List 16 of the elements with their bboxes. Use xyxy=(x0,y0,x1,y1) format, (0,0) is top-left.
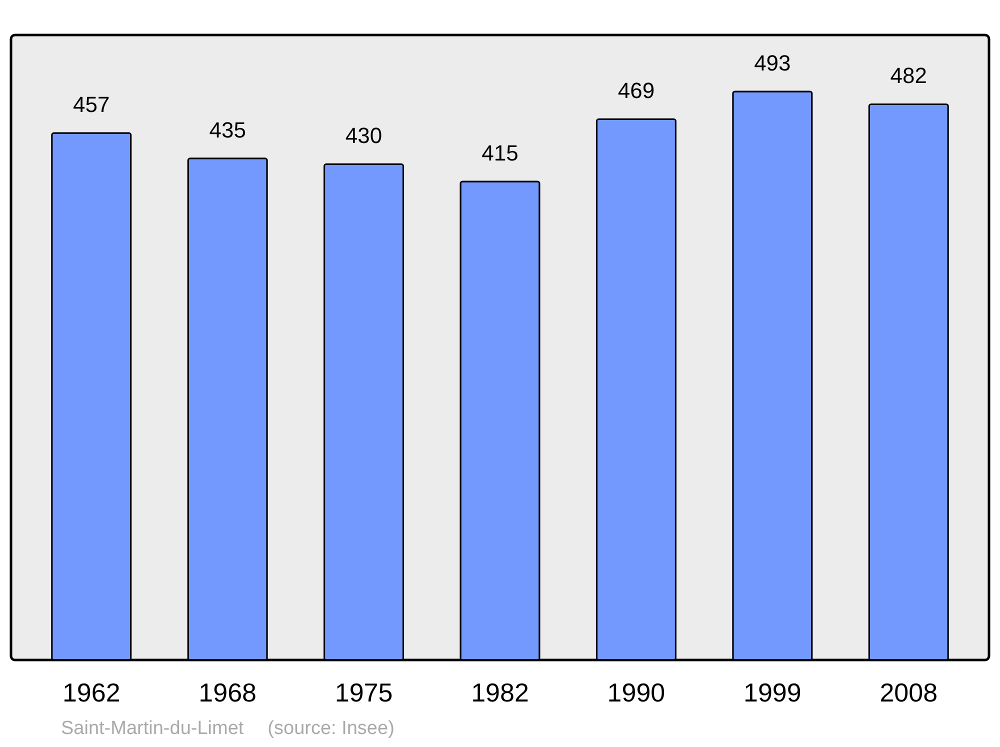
data-label: 435 xyxy=(209,117,246,142)
data-label: 430 xyxy=(345,123,382,148)
data-label: 457 xyxy=(73,92,110,118)
data-label: 482 xyxy=(890,63,927,88)
x-tick-label: 1975 xyxy=(334,678,393,708)
data-label: 493 xyxy=(754,50,791,76)
text: Saint-Martin-du-Limet xyxy=(61,718,244,739)
x-tick-label: 1990 xyxy=(607,678,666,708)
text: (source: Insee) xyxy=(268,718,394,739)
x-tick-label: 1968 xyxy=(198,678,256,708)
x-tick-label: 1962 xyxy=(62,678,120,708)
x-tick-label: 2008 xyxy=(880,678,938,708)
x-tick-label: 1982 xyxy=(471,678,529,708)
data-label: 415 xyxy=(482,140,518,166)
x-tick-label: 1999 xyxy=(744,678,802,708)
data-label: 469 xyxy=(618,78,655,104)
